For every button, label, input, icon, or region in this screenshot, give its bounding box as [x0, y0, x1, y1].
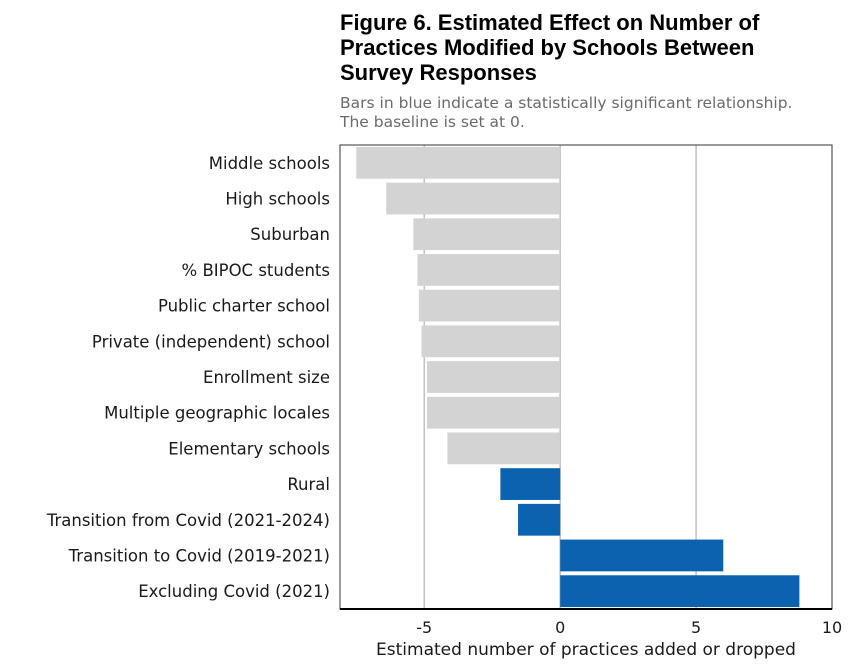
bar-7 — [426, 396, 561, 429]
category-label-12: Excluding Covid (2021) — [138, 582, 330, 601]
bar-5 — [421, 325, 561, 358]
category-label-4: Public charter school — [158, 297, 330, 316]
bar-1 — [386, 182, 561, 215]
category-label-11: Transition to Covid (2019-2021) — [68, 546, 330, 565]
category-labels: Middle schools High schools Suburban % BIPO… — [46, 154, 330, 601]
bar-9 — [500, 468, 561, 500]
category-label-0: Middle schools — [209, 154, 330, 173]
bar-0 — [356, 146, 561, 179]
bar-11 — [560, 539, 724, 572]
x-tick-label-3: 10 — [822, 618, 842, 637]
bar-8 — [447, 432, 561, 465]
bar-2 — [413, 218, 561, 251]
bar-4 — [418, 289, 561, 322]
category-label-10: Transition from Covid (2021-2024) — [46, 511, 330, 530]
bar-3 — [417, 254, 561, 286]
x-tick-label-0: -5 — [416, 618, 432, 637]
bars — [356, 146, 800, 608]
bar-6 — [426, 361, 561, 393]
plot-frame — [339, 144, 833, 610]
category-label-1: High schools — [225, 190, 330, 209]
chart-title-line: Survey Responses — [340, 60, 537, 85]
chart-subtitle-line: The baseline is set at 0. — [340, 113, 525, 131]
category-label-3: % BIPOC students — [182, 261, 330, 280]
category-label-5: Private (independent) school — [92, 332, 330, 351]
bar-10 — [518, 503, 561, 536]
category-label-8: Elementary schools — [168, 439, 330, 458]
category-label-7: Multiple geographic locales — [104, 404, 330, 423]
chart-title-line: Practices Modified by Schools Between — [340, 35, 755, 60]
bar-12 — [560, 575, 800, 608]
x-axis-ticks: -5 0 5 10 — [416, 618, 842, 637]
chart-subtitle-line: Bars in blue indicate a statistically si… — [340, 94, 793, 112]
category-label-2: Suburban — [250, 225, 330, 244]
chart-title-line: Figure 6. Estimated Effect on Number of — [340, 10, 760, 35]
chart-subtitle: Bars in blue indicate a statistically si… — [340, 94, 860, 132]
chart-title: Figure 6. Estimated Effect on Number of … — [340, 10, 850, 85]
category-label-9: Rural — [287, 475, 330, 494]
category-label-6: Enrollment size — [203, 368, 330, 387]
x-tick-label-2: 5 — [691, 618, 701, 637]
x-tick-label-1: 0 — [555, 618, 565, 637]
x-axis-title: Estimated number of practices added or d… — [376, 640, 796, 660]
plot-border — [339, 144, 833, 610]
